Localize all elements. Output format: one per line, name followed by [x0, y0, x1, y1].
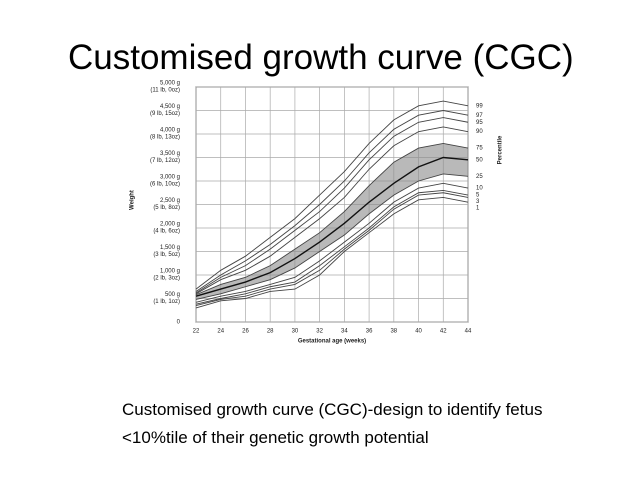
- series-label: 1: [476, 206, 480, 212]
- percentile-line: [195, 192, 469, 306]
- x-tick-label: 24: [217, 329, 224, 335]
- series-label: 25: [476, 174, 483, 180]
- series-label: 99: [476, 103, 483, 109]
- percentile-line: [195, 110, 469, 292]
- y-tick-label: (1 lb, 1oz): [153, 299, 180, 305]
- y-tick-label: (2 lb, 3oz): [153, 276, 180, 282]
- caption-line: <10%tile of their genetic growth potenti…: [122, 428, 429, 447]
- series-label: 10: [476, 186, 483, 192]
- y-axis-title: Weight: [130, 190, 136, 210]
- y-tick-label: (8 lb, 13oz): [150, 135, 180, 141]
- x-tick-label: 38: [390, 329, 397, 335]
- y-tick-label: 4,500 g: [160, 104, 180, 110]
- percentile-line: [195, 100, 469, 290]
- percentile-line: [195, 142, 469, 296]
- x-tick-label: 28: [267, 329, 274, 335]
- slide-title: Customised growth curve (CGC): [68, 38, 574, 77]
- x-tick-label: 22: [193, 329, 200, 335]
- percentile-line: [195, 126, 469, 295]
- x-tick-label: 42: [440, 329, 447, 335]
- y-tick-label: (11 lb, 0oz): [150, 88, 180, 94]
- y-tick-label: 5,000 g: [160, 81, 180, 87]
- y-tick-label: (9 lb, 15oz): [150, 111, 180, 117]
- y-tick-label: 2,500 g: [160, 198, 180, 204]
- y-tick-label: 0: [177, 320, 181, 326]
- series-label: 97: [476, 113, 483, 119]
- y-tick-label: (7 lb, 12oz): [150, 158, 180, 164]
- y-tick-label: (3 lb, 5oz): [153, 252, 180, 258]
- series-label: 90: [476, 129, 483, 135]
- x-tick-label: 40: [415, 329, 422, 335]
- x-axis-title: Gestational age (weeks): [298, 339, 366, 345]
- legend-title: Percentile: [498, 135, 504, 164]
- series-label: 95: [476, 120, 483, 126]
- percentile-line: [195, 182, 469, 303]
- percentile-line: [195, 189, 469, 305]
- series-label: 50: [476, 157, 483, 163]
- y-tick-label: 500 g: [165, 292, 180, 298]
- y-tick-label: (5 lb, 8oz): [153, 205, 180, 211]
- y-tick-label: 3,000 g: [160, 175, 180, 181]
- y-tick-label: 3,500 g: [160, 151, 180, 157]
- x-tick-label: 30: [292, 329, 299, 335]
- x-tick-label: 32: [316, 329, 323, 335]
- series-label: 75: [476, 146, 483, 152]
- x-tick-label: 36: [366, 329, 373, 335]
- percentile-line: [195, 117, 469, 294]
- series-label: 3: [476, 199, 480, 205]
- series-label: 5: [476, 193, 480, 199]
- caption-line: Customised growth curve (CGC)-design to …: [122, 400, 543, 419]
- x-tick-label: 26: [242, 329, 249, 335]
- percentile-band: [196, 143, 468, 300]
- percentile-line: [195, 173, 469, 300]
- y-tick-label: 2,000 g: [160, 222, 180, 228]
- y-tick-label: 1,000 g: [160, 269, 180, 275]
- x-tick-label: 34: [341, 329, 348, 335]
- x-tick-label: 44: [465, 329, 472, 335]
- percentile-line: [195, 156, 469, 297]
- y-tick-label: 1,500 g: [160, 245, 180, 251]
- y-tick-label: (4 lb, 6oz): [153, 229, 180, 235]
- y-tick-label: (6 lb, 10oz): [150, 182, 180, 188]
- percentile-line: [195, 196, 469, 309]
- y-tick-label: 4,000 g: [160, 128, 180, 134]
